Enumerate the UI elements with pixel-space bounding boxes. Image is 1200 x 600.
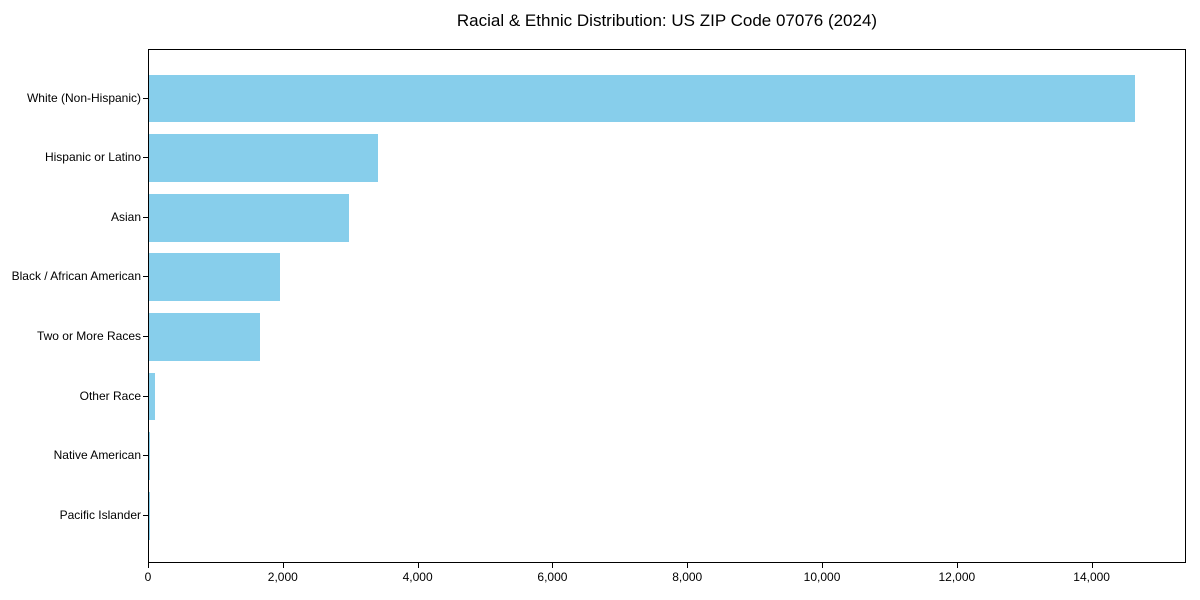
- y-axis-label: Two or More Races: [36, 328, 141, 343]
- bar: [149, 134, 378, 182]
- x-tick-label: 0: [144, 570, 152, 584]
- x-axis-tick: [148, 563, 149, 568]
- y-axis-label: Asian: [110, 209, 141, 224]
- bar: [149, 74, 1135, 123]
- y-axis-label: Pacific Islander: [59, 507, 141, 522]
- y-axis-tick: [143, 395, 148, 397]
- y-axis-tick: [143, 514, 148, 516]
- y-axis-label: White (Non-Hispanic): [26, 90, 141, 105]
- y-axis-tick: [143, 335, 148, 337]
- y-axis-label: Native American: [53, 448, 141, 463]
- bar: [149, 253, 281, 302]
- plot-area: [148, 49, 1186, 563]
- y-axis-tick: [143, 97, 148, 99]
- bar: [149, 193, 349, 242]
- y-axis-tick: [143, 216, 148, 218]
- x-tick-label: 10,000: [803, 570, 841, 584]
- x-axis-tick: [1091, 563, 1093, 568]
- y-axis-tick: [143, 455, 148, 457]
- chart-title: Racial & Ethnic Distribution: US ZIP Cod…: [456, 11, 878, 30]
- y-axis-label: Hispanic or Latino: [44, 150, 141, 165]
- bar: [149, 372, 155, 421]
- x-axis-tick: [417, 563, 419, 568]
- x-axis-tick: [822, 563, 824, 568]
- y-axis-tick: [143, 157, 148, 159]
- y-axis-tick: [143, 276, 148, 278]
- bar: [149, 313, 260, 361]
- x-tick-label: 8,000: [672, 570, 703, 584]
- x-tick-label: 4,000: [402, 570, 433, 584]
- x-axis-tick: [687, 563, 689, 568]
- x-axis-tick: [552, 563, 554, 568]
- x-tick-label: 2,000: [267, 570, 298, 584]
- bar: [149, 432, 150, 480]
- x-tick-label: 12,000: [938, 570, 976, 584]
- y-axis-label: Black / African American: [11, 269, 141, 284]
- y-axis-label: Other Race: [79, 388, 141, 403]
- x-axis-tick: [282, 563, 284, 568]
- x-tick-label: 14,000: [1073, 570, 1110, 584]
- x-tick-label: 6,000: [537, 570, 568, 584]
- y-axis-labels: White (Non-Hispanic) Hispanic or Latino As…: [0, 49, 141, 563]
- x-axis-tick: [956, 563, 958, 568]
